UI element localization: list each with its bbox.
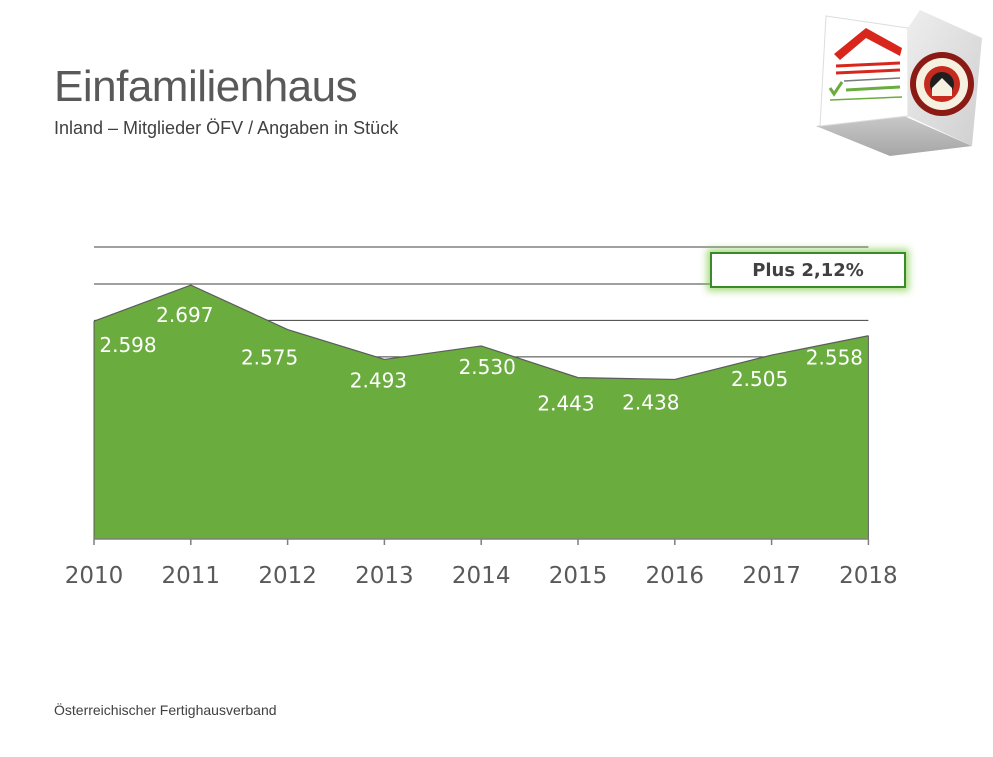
page-subtitle: Inland – Mitglieder ÖFV / Angaben in Stü…	[54, 118, 399, 138]
seal-house-icon	[932, 78, 952, 96]
x-tick-label-2013: 2013	[355, 563, 414, 589]
growth-callout: Plus 2,12%	[710, 252, 906, 288]
data-label-2010: 2.598	[99, 333, 156, 357]
logo-line-2	[835, 68, 901, 75]
x-tick-label-2015: 2015	[549, 563, 608, 589]
area-series-outline	[93, 284, 869, 381]
cube-bottom-face	[816, 116, 972, 156]
data-label-2013: 2.493	[350, 368, 407, 392]
growth-callout-label: Plus 2,12%	[752, 259, 864, 281]
data-label-2017: 2.505	[731, 367, 788, 391]
data-label-2016: 2.438	[622, 390, 679, 414]
x-tick-label-2014: 2014	[452, 563, 511, 589]
data-label-2012: 2.575	[241, 346, 298, 370]
x-tick-label-2017: 2017	[742, 563, 801, 589]
data-label-2015: 2.443	[537, 392, 594, 416]
data-label-2011: 2.697	[156, 303, 213, 327]
data-label-2018: 2.558	[806, 346, 863, 370]
source-footer: Österreichischer Fertighausverband	[54, 702, 277, 718]
x-tick-label-2018: 2018	[839, 563, 898, 589]
logo-line-1	[835, 61, 901, 68]
x-tick-label-2011: 2011	[162, 563, 221, 589]
fertighausverband-logo-cube	[816, 10, 982, 156]
page-title: Einfamilienhaus	[54, 62, 358, 111]
x-tick-label-2010: 2010	[65, 563, 124, 589]
house-roof-icon	[834, 28, 902, 60]
logo-line-4	[845, 85, 901, 92]
data-label-2014: 2.530	[459, 355, 516, 379]
logo-line-3	[843, 77, 901, 82]
x-tick-label-2012: 2012	[258, 563, 317, 589]
x-tick-label-2016: 2016	[646, 563, 705, 589]
checkmark-icon	[828, 81, 844, 97]
logo-underline	[829, 96, 903, 101]
area-series	[94, 285, 869, 539]
